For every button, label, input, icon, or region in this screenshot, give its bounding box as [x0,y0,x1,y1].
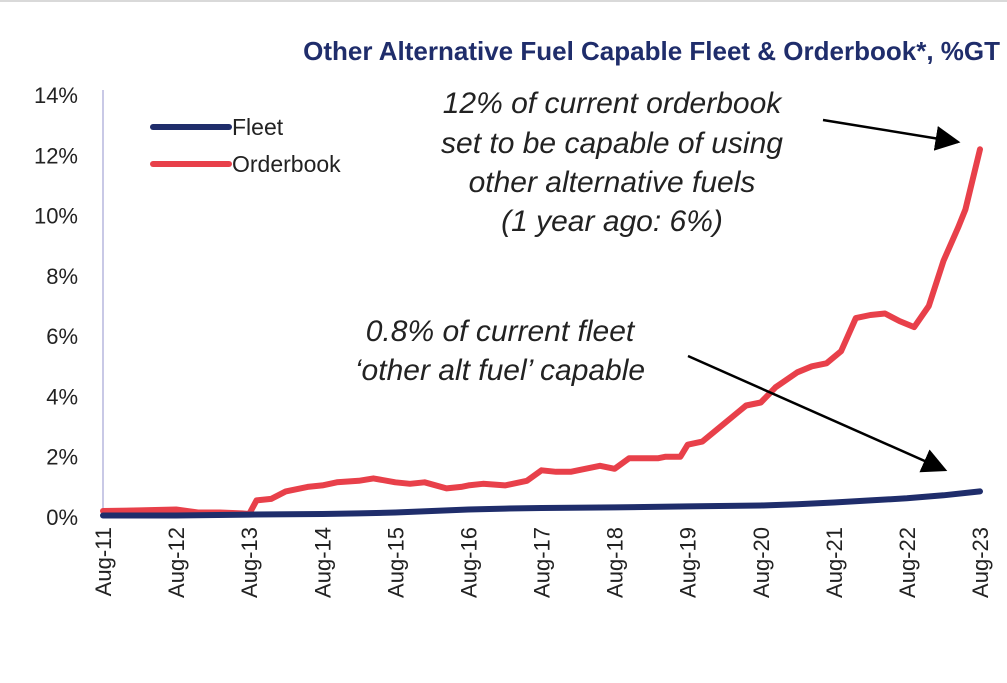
annotation-orderbook-arrow [822,118,961,151]
annotation-orderbook-line-4: (1 year ago: 6%) [501,205,723,238]
x-tick-label: Aug-15 [383,527,408,598]
x-tick-label: Aug-23 [968,527,993,598]
x-tick-label: Aug-13 [237,527,262,598]
annotation-fleet-line-2: ‘other alt fuel’ capable [355,354,645,387]
x-tick-label: Aug-21 [822,527,847,598]
annotation-fleet: 0.8% of current fleet ‘other alt fuel’ c… [355,315,948,473]
x-tick-label: Aug-14 [310,527,335,598]
y-tick-label: 10% [34,204,78,229]
legend-orderbook-label: Orderbook [232,151,341,177]
annotation-orderbook-line-3: other alternative fuels [469,166,756,199]
x-tick-label: Aug-12 [164,527,189,598]
y-tick-label: 12% [34,143,78,168]
y-tick-label: 14% [34,83,78,108]
x-axis-ticks: Aug-11 Aug-12 Aug-13 Aug-14 Aug-15 Aug-16 Aug-… [91,527,993,598]
y-tick-label: 4% [46,384,78,409]
x-tick-label: Aug-11 [91,527,116,596]
x-tick-label: Aug-18 [603,527,628,598]
x-tick-label: Aug-20 [749,527,774,598]
series-line-orderbook [100,146,983,517]
legend: Fleet Orderbook [150,114,341,177]
y-tick-label: 8% [46,264,78,289]
y-tick-label: 0% [46,505,78,530]
annotation-orderbook-line-2: set to be capable of using [441,127,783,160]
y-axis-ticks: 0% 2% 4% 6% 8% 10% 12% 14% [34,83,78,530]
x-tick-label: Aug-19 [676,527,701,598]
annotation-fleet-line-1: 0.8% of current fleet [366,315,636,348]
legend-fleet-label: Fleet [232,114,284,140]
top-divider [0,0,1007,2]
annotation-fleet-arrow [687,354,948,473]
x-tick-label: Aug-17 [530,527,555,598]
series-layer [100,146,983,519]
chart-title: Other Alternative Fuel Capable Fleet & O… [303,36,1000,66]
y-tick-label: 6% [46,324,78,349]
series-line-fleet [100,488,983,519]
annotation-orderbook-line-1: 12% of current orderbook [443,87,784,120]
y-tick-label: 2% [46,445,78,470]
x-tick-label: Aug-16 [456,527,481,598]
annotation-orderbook: 12% of current orderbook set to be capab… [441,87,961,238]
x-tick-label: Aug-22 [895,527,920,598]
